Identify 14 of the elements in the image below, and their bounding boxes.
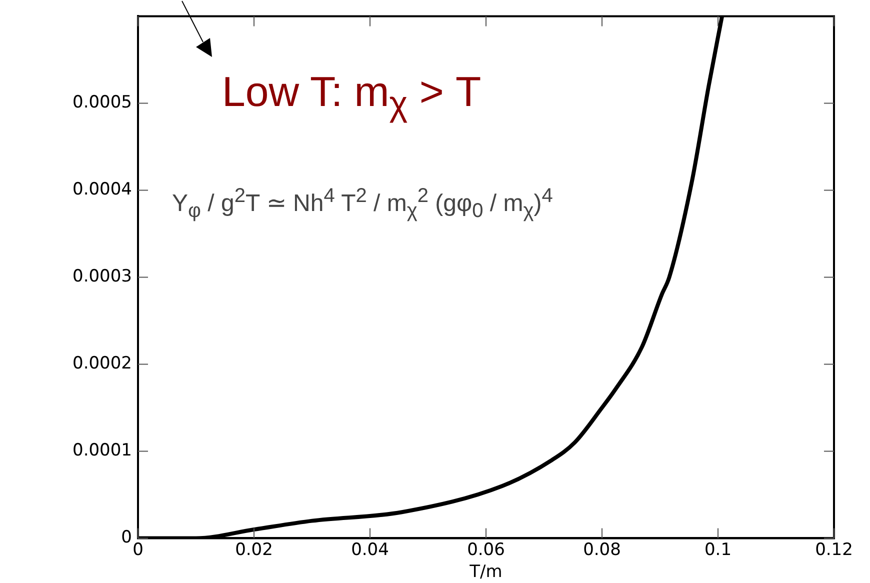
x-tick-label: 0.08 [583,540,621,560]
x-tick-label: 0.02 [235,540,273,560]
x-tick-label: 0.06 [467,540,505,560]
y-tick-label: 0.0004 [72,180,132,200]
x-axis-title: T/m [468,562,502,582]
y-tick-label: 0.0005 [72,92,132,113]
x-tick-label: 0.12 [815,540,853,560]
annotation: Low T: m$_{χ}$ > T [222,68,482,124]
y-tick-label: 0.0001 [72,440,132,461]
y-tick-label: 0.0002 [72,354,132,374]
x-tick-label: 0.04 [351,540,389,560]
y-tick-label: 0.0003 [72,266,132,287]
x-tick-label: 0.1 [704,540,732,560]
text: Y$_{φ}$ / g$^{2}$T ≃ Nh$^{4}$ T$^{2}$ / m$_{χ}$$^{2}$ (gφ$_{0}$ / m$_{χ}$)$^{4}$ [172,185,553,222]
